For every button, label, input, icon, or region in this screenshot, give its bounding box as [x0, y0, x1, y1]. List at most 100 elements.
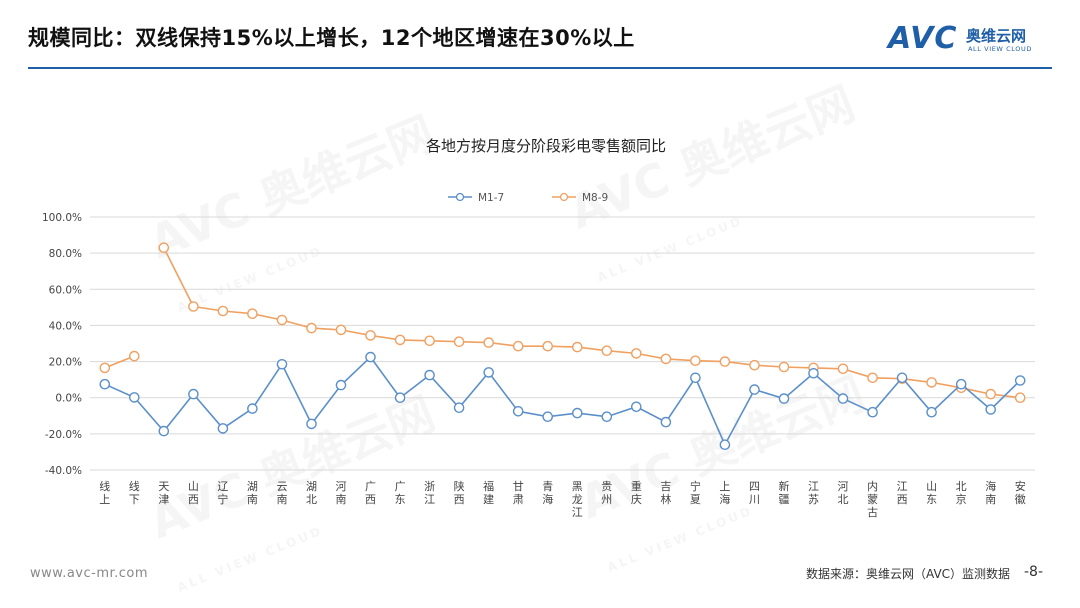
- data-point: [896, 372, 908, 384]
- data-point: [778, 393, 790, 404]
- data-point: [749, 384, 760, 395]
- data-point: [365, 351, 376, 363]
- y-tick-label: 20.0%: [49, 357, 82, 369]
- data-point: [867, 372, 878, 384]
- data-point: [335, 324, 347, 336]
- data-point: [837, 363, 849, 375]
- data-point: [1014, 392, 1026, 404]
- data-point: [749, 359, 760, 371]
- legend-label: M1-7: [478, 192, 504, 204]
- legend-marker: [455, 192, 465, 202]
- series-line: [104, 355, 1021, 447]
- chart-legend: M1-7 M8-9: [448, 192, 608, 204]
- x-tick-label: 江西: [897, 480, 908, 506]
- y-axis: 100.0% 80.0% 60.0% 40.0% 20.0% 0.0% -20.0% -40.…: [42, 212, 82, 477]
- slide-title: 规模同比：双线保持15%以上增长，12个地区增速在30%以上: [28, 26, 635, 50]
- data-point: [247, 308, 258, 320]
- x-tick-label: 河南: [336, 480, 347, 506]
- data-point: [276, 358, 288, 370]
- data-point: [453, 402, 465, 414]
- y-tick-label: -40.0%: [45, 465, 82, 477]
- x-tick-label: 新疆: [778, 479, 789, 506]
- data-point: [601, 345, 613, 357]
- x-tick-label: 北京: [956, 480, 967, 506]
- data-point: [335, 379, 347, 391]
- series-layer: [99, 242, 1026, 451]
- data-point: [955, 378, 967, 390]
- data-point: [365, 330, 376, 341]
- logo-letters: AVC: [888, 21, 958, 56]
- data-point: [158, 425, 170, 437]
- x-tick-label: 海南: [985, 479, 996, 506]
- legend-marker: [559, 192, 569, 202]
- x-tick-label: 广东: [395, 480, 406, 506]
- data-point: [985, 388, 997, 400]
- data-point: [188, 388, 199, 400]
- data-point: [690, 355, 701, 367]
- x-tick-label: 山西: [188, 480, 199, 506]
- data-point: [424, 369, 435, 381]
- x-tick-label: 天津: [158, 480, 169, 506]
- data-point: [217, 305, 229, 317]
- data-point: [306, 322, 317, 334]
- data-point: [867, 406, 878, 418]
- data-point: [512, 405, 524, 417]
- data-point: [306, 418, 317, 430]
- data-point: [601, 411, 613, 423]
- data-point: [778, 361, 790, 373]
- data-point: [483, 337, 495, 348]
- series-M8-9: [99, 242, 1026, 404]
- x-tick-label: 福建: [483, 479, 494, 506]
- x-tick-label: 青海: [542, 480, 553, 506]
- data-point: [217, 423, 229, 434]
- data-point: [128, 392, 140, 403]
- data-point: [394, 334, 406, 346]
- x-tick-label: 河北: [838, 480, 849, 506]
- logo-en-text: ALL VIEW CLOUD: [968, 45, 1032, 53]
- data-point: [690, 372, 701, 384]
- y-tick-label: 100.0%: [42, 212, 82, 224]
- y-tick-label: 40.0%: [49, 320, 82, 332]
- data-point: [542, 340, 554, 352]
- data-point: [542, 411, 554, 423]
- y-tick-label: 0.0%: [55, 393, 82, 405]
- data-point: [394, 392, 406, 404]
- y-tick-label: -20.0%: [45, 429, 82, 441]
- y-tick-label: 80.0%: [49, 248, 82, 260]
- x-tick-label: 湖北: [306, 480, 317, 506]
- avc-logo: AVC 奥维云网 ALL VIEW CLOUD: [888, 22, 1058, 58]
- x-tick-label: 黑龙江: [572, 480, 583, 519]
- data-point: [631, 348, 642, 359]
- data-point: [188, 301, 199, 312]
- data-point: [424, 335, 435, 347]
- data-point: [483, 367, 495, 378]
- data-point: [808, 367, 819, 379]
- data-point: [660, 416, 672, 428]
- x-tick-label: 甘肃: [513, 480, 524, 506]
- x-tick-label: 浙江: [424, 480, 435, 506]
- data-point: [453, 336, 465, 348]
- footer-url: www.avc-mr.com: [30, 566, 149, 581]
- x-tick-label: 辽宁: [217, 480, 228, 506]
- data-point: [276, 314, 288, 326]
- x-tick-label: 陕西: [454, 479, 465, 506]
- chart-title: 各地方按月度分阶段彩电零售额同比: [426, 137, 666, 155]
- x-tick-label: 四川: [749, 480, 760, 506]
- data-point: [158, 242, 170, 253]
- x-tick-label: 线下: [129, 479, 140, 506]
- x-tick-label: 重庆: [631, 479, 642, 506]
- x-tick-label: 宁夏: [690, 479, 701, 506]
- logo-cn-text: 奥维云网: [966, 27, 1027, 45]
- data-point: [719, 439, 731, 451]
- data-point: [128, 350, 140, 362]
- y-tick-label: 60.0%: [49, 284, 82, 296]
- series-M1-7: [99, 351, 1026, 451]
- data-point: [572, 341, 583, 353]
- data-point: [985, 404, 997, 415]
- data-point: [837, 393, 849, 404]
- x-tick-label: 山东: [926, 480, 937, 506]
- data-point: [512, 340, 524, 352]
- x-tick-label: 湖南: [247, 480, 258, 506]
- x-tick-label: 江苏: [808, 480, 819, 506]
